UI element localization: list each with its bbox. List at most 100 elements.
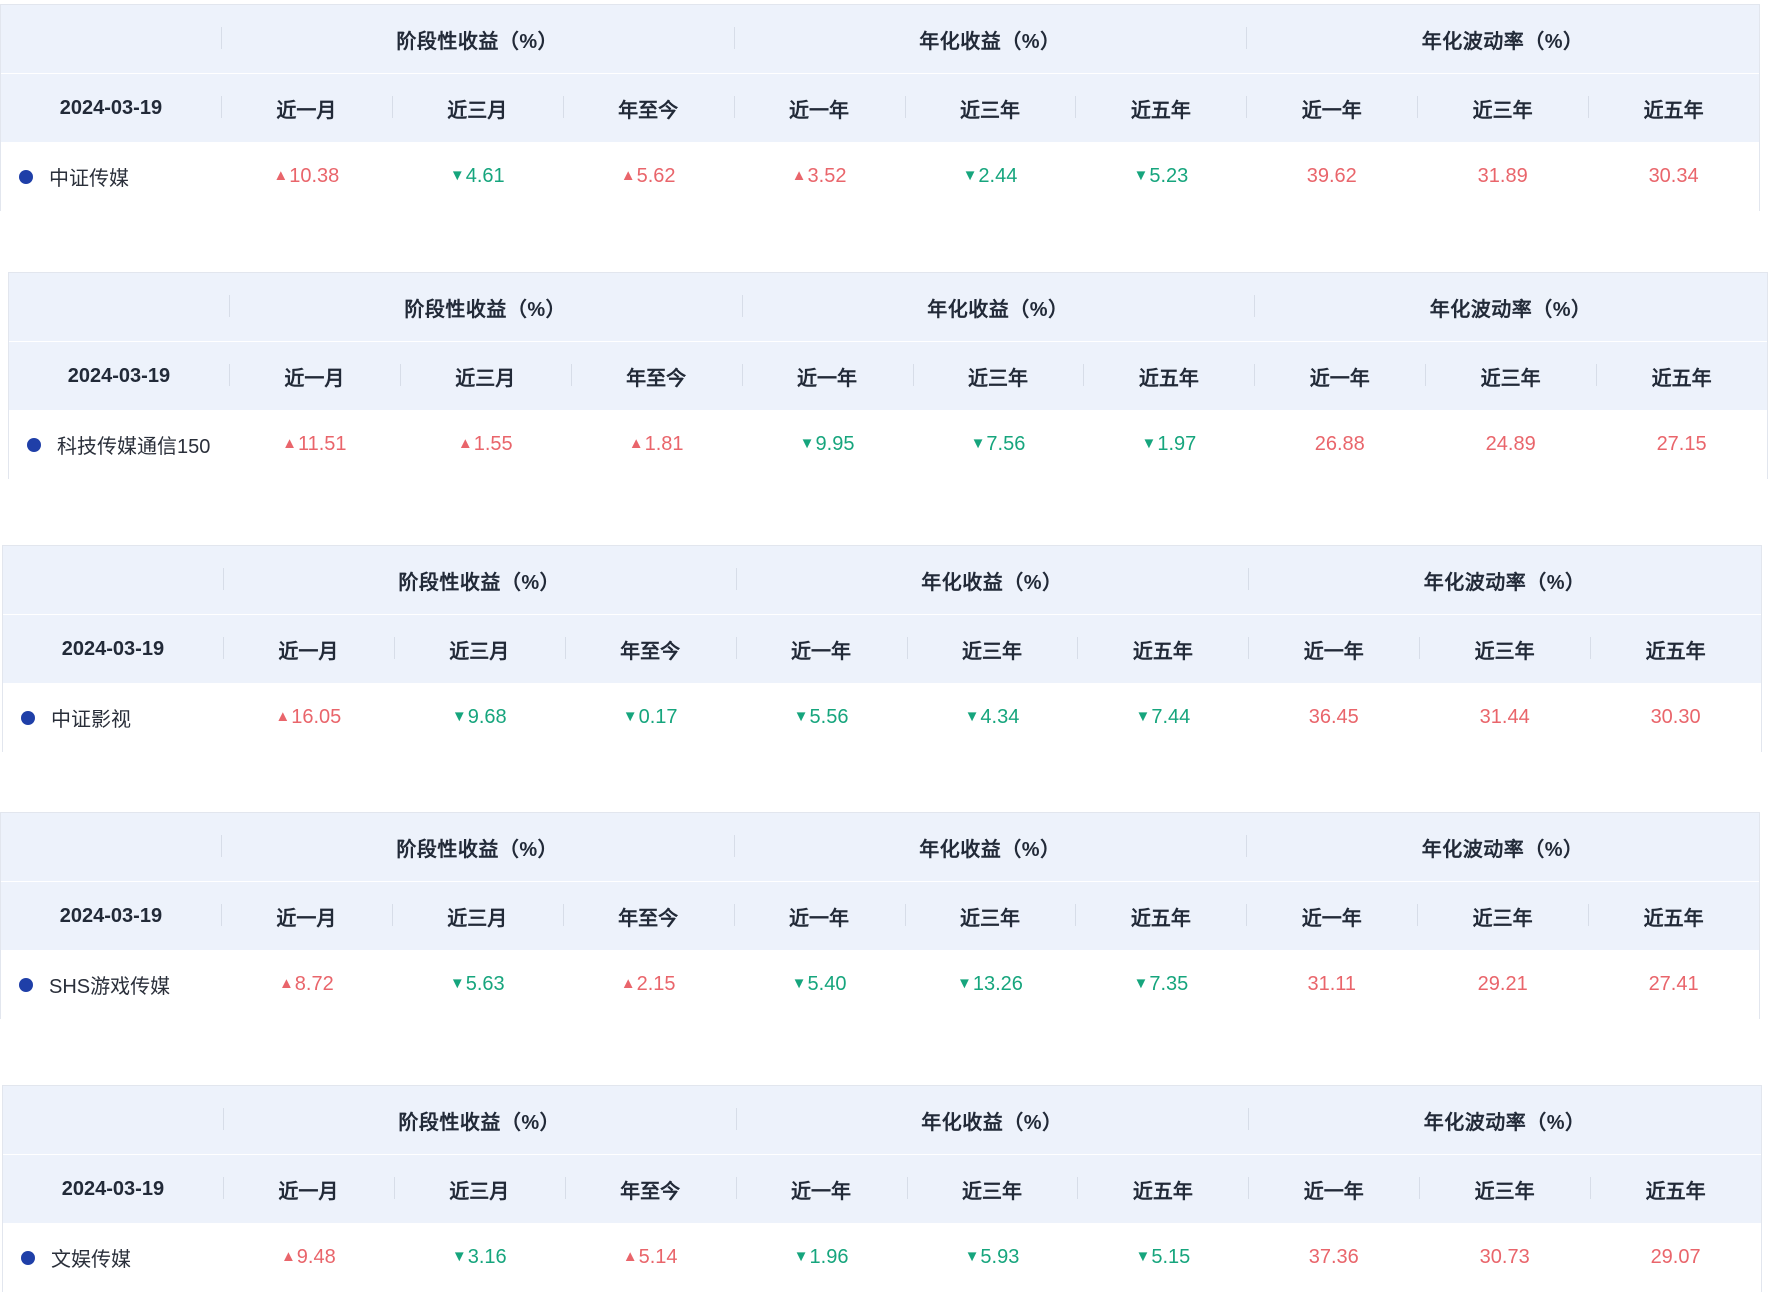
group-header: 阶段性收益（%） [220,5,734,73]
value-cell: ▲ 16.05 [223,683,394,752]
group-header-row: 阶段性收益（%） 年化收益（%） 年化波动率（%） [3,546,1761,615]
value-text: 31.11 [1307,973,1357,995]
value-cell: ▲ 10.38 [221,142,392,211]
column-header: 近三年 [904,882,1076,950]
value-text: 3.52 [807,165,847,187]
group-header: 阶段性收益（%） [228,273,742,341]
value-text: 10.38 [289,165,340,187]
value-cell: ▼ 7.56 [913,410,1084,479]
column-header: 近一月 [220,74,392,142]
value-text: 30.34 [1648,165,1699,187]
date-label: 2024-03-19 [67,364,171,387]
value-cell: ▼ 5.15 [1077,1223,1248,1292]
value-text: 13.26 [972,973,1023,995]
value-text: 31.89 [1477,165,1528,187]
value-cell: 39.62 [1246,142,1417,211]
value-cell: ▼ 9.68 [394,683,565,752]
group-header: 年化波动率（%） [1246,5,1759,73]
series-dot-icon [21,710,35,725]
value-text: 29.07 [1650,1246,1701,1268]
column-header: 近三年 [906,615,1078,683]
value-cell: ▼ 1.96 [736,1223,907,1292]
value-cell: 30.73 [1419,1223,1590,1292]
value-cell: ▲ 11.51 [229,410,400,479]
column-header: 年至今 [562,882,734,950]
value-text: 7.44 [1151,706,1191,728]
group-header: 年化波动率（%） [1248,1086,1761,1154]
value-text: 30.30 [1650,706,1701,728]
value-text: 29.21 [1477,973,1528,995]
series-dot-icon [19,169,33,184]
column-header: 近五年 [1588,74,1759,142]
column-header: 近三年 [912,342,1084,410]
arrow-down-icon: ▼ [970,435,986,452]
value-text: 5.56 [809,706,849,728]
value-text: 5.40 [807,973,847,995]
arrow-up-icon: ▲ [620,975,636,992]
column-header-row: 2024-03-19 近一月 近三月 年至今 近一年 近三年 近五年 近一年 近三年 近五年 [3,1155,1761,1223]
value-cell: 27.15 [1596,410,1767,479]
group-header: 阶段性收益（%） [222,546,736,614]
value-cell: 31.11 [1246,950,1417,1019]
value-text: 30.73 [1479,1246,1530,1268]
group-header: 年化收益（%） [735,546,1249,614]
table-row: SHS游戏传媒 ▲ 8.72 ▼ 5.63 ▲ 2.15 ▼ 5.40 ▼ 13.26 ▼ 7.35 31… [1,950,1759,1019]
value-text: 5.23 [1149,165,1189,187]
arrow-down-icon: ▼ [622,708,638,725]
date-label: 2024-03-19 [59,96,163,119]
column-header-row: 2024-03-19 近一月 近三月 年至今 近一年 近三年 近五年 近一年 近三年 近五年 [3,615,1761,683]
value-cell: ▲ 5.14 [565,1223,736,1292]
column-header: 近五年 [1075,882,1246,950]
column-header: 近三年 [904,74,1076,142]
value-text: 8.72 [294,973,334,995]
value-text: 5.62 [636,165,676,187]
table-row: 科技传媒通信150 ▲ 11.51 ▲ 1.55 ▲ 1.81 ▼ 9.95 ▼ 7.56 ▼ 1.97… [9,410,1767,479]
index-name: 中证影视 [51,709,131,731]
group-header-row: 阶段性收益（%） 年化收益（%） 年化波动率（%） [1,813,1759,882]
value-text: 5.14 [638,1246,678,1268]
value-cell: ▼ 5.56 [736,683,907,752]
index-name-cell: 中证传媒 [1,142,221,211]
group-header-blank [1,813,221,881]
group-header: 年化波动率（%） [1254,273,1767,341]
value-cell: ▼ 1.97 [1083,410,1254,479]
column-header: 近一年 [1248,615,1419,683]
column-header: 近三年 [1425,342,1596,410]
value-text: 1.55 [473,433,513,455]
value-cell: ▼ 7.35 [1075,950,1246,1019]
value-text: 4.34 [980,706,1020,728]
index-name: 科技传媒通信150 [57,436,211,458]
arrow-down-icon: ▼ [793,1248,809,1265]
column-header: 近五年 [1077,615,1248,683]
group-header: 年化收益（%） [733,5,1247,73]
column-header: 近三年 [1417,74,1588,142]
index-name-cell: 中证影视 [3,683,223,752]
value-text: 3.16 [467,1246,507,1268]
group-header: 年化波动率（%） [1246,813,1759,881]
series-dot-icon [21,1250,35,1265]
value-cell: ▼ 5.63 [392,950,563,1019]
value-cell: ▼ 5.40 [734,950,905,1019]
column-header: 近三月 [399,342,571,410]
column-header: 近一年 [1246,882,1417,950]
column-header: 近三月 [393,1155,565,1223]
value-cell: ▼ 9.95 [742,410,913,479]
group-header: 阶段性收益（%） [222,1086,736,1154]
column-header: 近一月 [222,615,394,683]
value-text: 1.96 [809,1246,849,1268]
value-text: 11.51 [297,433,347,455]
index-name-cell: 科技传媒通信150 [9,410,229,479]
arrow-down-icon: ▼ [964,708,980,725]
column-header: 近五年 [1075,74,1246,142]
index-table: 阶段性收益（%） 年化收益（%） 年化波动率（%） 2024-03-19 近一月 近三月年… [2,545,1762,752]
arrow-down-icon: ▼ [451,708,467,725]
value-cell: 24.89 [1425,410,1596,479]
index-table: 阶段性收益（%） 年化收益（%） 年化波动率（%） 2024-03-19 近一月 近三月年… [0,812,1760,1019]
arrow-down-icon: ▼ [1135,1248,1151,1265]
value-text: 24.89 [1485,433,1536,455]
index-name: SHS游戏传媒 [49,976,171,998]
value-cell: ▲ 3.52 [734,142,905,211]
arrow-down-icon: ▼ [1135,708,1151,725]
column-header: 近三年 [1417,882,1588,950]
column-header: 近五年 [1590,1155,1761,1223]
